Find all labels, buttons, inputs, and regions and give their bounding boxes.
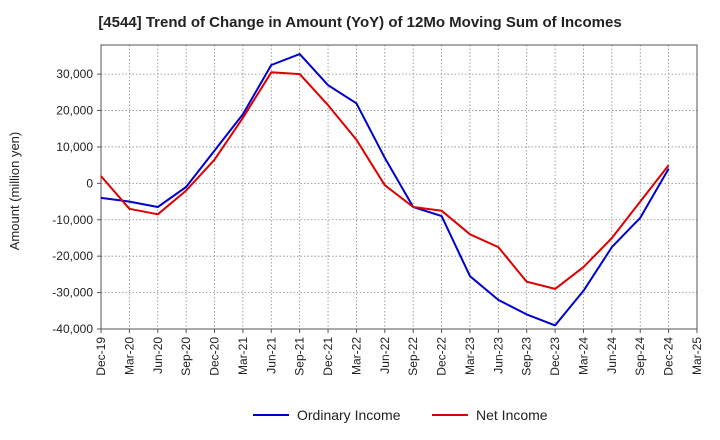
y-tick-label: -10,000 xyxy=(52,213,93,227)
y-tick-label: 20,000 xyxy=(56,104,93,118)
plot-frame xyxy=(100,44,698,330)
x-tick-label: Jun-21 xyxy=(264,337,278,374)
x-tick-label: Jun-24 xyxy=(605,337,619,374)
legend-label-net-income: Net Income xyxy=(476,407,548,423)
y-axis-label: Amount (million yen) xyxy=(7,132,22,251)
axis-ticks: Dec-19 Mar-20 Jun-20 Sep-20 Dec-20 Mar-21 Jun-… xyxy=(52,67,704,376)
y-axis-label-group: Amount (million yen) xyxy=(7,132,22,251)
x-tick-label: Mar-20 xyxy=(122,337,136,375)
x-tick-label: Mar-25 xyxy=(690,337,704,375)
legend: Ordinary Income Net Income xyxy=(253,407,548,423)
y-tick-label: 10,000 xyxy=(56,140,93,154)
series-line-net-income xyxy=(100,71,670,290)
x-tick-label: Mar-24 xyxy=(576,337,590,375)
x-tick-label: Dec-21 xyxy=(321,337,335,376)
x-tick-label: Dec-24 xyxy=(662,337,676,376)
x-tick-label: Mar-21 xyxy=(236,337,250,375)
x-tick-label: Sep-23 xyxy=(520,337,534,376)
y-tick-label: 0 xyxy=(86,176,93,190)
x-tick-label: Mar-22 xyxy=(349,337,363,375)
x-tick-label: Dec-20 xyxy=(208,337,222,376)
x-tick-label: Sep-22 xyxy=(406,337,420,376)
x-tick-label: Dec-19 xyxy=(94,337,108,376)
x-tick-label: Jun-23 xyxy=(491,337,505,374)
x-tick-label: Sep-21 xyxy=(293,337,307,376)
chart-title: [4544] Trend of Change in Amount (YoY) o… xyxy=(98,14,622,31)
y-tick-label: -20,000 xyxy=(52,249,93,263)
x-tick-label: Jun-20 xyxy=(151,337,165,374)
y-tick-label: 30,000 xyxy=(56,67,93,81)
x-tick-label: Mar-23 xyxy=(463,337,477,375)
series-line-ordinary-income xyxy=(100,53,670,327)
x-tick-label: Dec-22 xyxy=(435,337,449,376)
series xyxy=(100,53,670,327)
legend-label-ordinary-income: Ordinary Income xyxy=(297,407,401,423)
y-tick-label: -30,000 xyxy=(52,286,93,300)
x-tick-label: Jun-22 xyxy=(378,337,392,374)
x-tick-label: Sep-20 xyxy=(179,337,193,376)
y-tick-label: -40,000 xyxy=(52,322,93,336)
x-tick-label: Dec-23 xyxy=(548,337,562,376)
x-tick-label: Sep-24 xyxy=(633,337,647,376)
